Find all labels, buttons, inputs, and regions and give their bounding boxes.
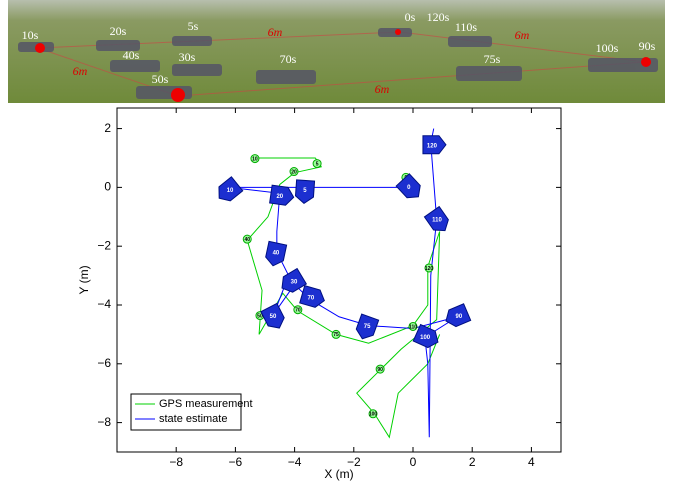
photo-label: 6m bbox=[515, 28, 530, 42]
photo-label: 6m bbox=[375, 82, 390, 96]
x-tick-label: 2 bbox=[469, 455, 476, 469]
gps-label: 20 bbox=[291, 169, 297, 175]
gps-label: 10 bbox=[252, 156, 258, 162]
pose-label: 120 bbox=[427, 143, 438, 149]
pose-label: 90 bbox=[456, 314, 463, 320]
photo-label: 5s bbox=[188, 19, 199, 33]
photo: 10s 20s 5s 6m 0s 120s 110s 6m 40s 30s 70s 75s 100s 90… bbox=[8, 0, 665, 103]
pose-label: 75 bbox=[364, 324, 371, 330]
pose-label: 20 bbox=[276, 194, 283, 200]
x-tick-label: 4 bbox=[528, 455, 535, 469]
gps-label: 70 bbox=[295, 308, 301, 314]
gps-label: 120 bbox=[425, 266, 434, 272]
pose-label: 30 bbox=[291, 279, 298, 285]
photo-label: 6m bbox=[73, 64, 88, 78]
gps-label: 110 bbox=[409, 324, 417, 330]
gps-label: 5 bbox=[316, 161, 319, 167]
pose-label: 70 bbox=[308, 295, 315, 301]
photo-label: 20s bbox=[110, 24, 127, 38]
photo-label: 40s bbox=[123, 48, 140, 62]
photo-label: 6m bbox=[268, 25, 283, 39]
photo-background bbox=[8, 0, 665, 103]
photo-label: 0s bbox=[405, 10, 416, 24]
pose-label: 40 bbox=[273, 251, 280, 257]
gps-label: 90 bbox=[377, 367, 383, 373]
x-tick-label: −4 bbox=[288, 455, 302, 469]
y-tick-label: −2 bbox=[97, 238, 111, 252]
pose-label: 100 bbox=[420, 335, 431, 341]
x-tick-label: 0 bbox=[410, 455, 417, 469]
figure: 10s 20s 5s 6m 0s 120s 110s 6m 40s 30s 70s 75s 100s 90… bbox=[0, 0, 673, 481]
photo-label: 30s bbox=[179, 50, 196, 64]
photo-label: 120s bbox=[427, 10, 450, 24]
photo-label: 110s bbox=[455, 20, 478, 34]
photo-label: 90s bbox=[639, 39, 656, 53]
photo-label: 75s bbox=[484, 52, 501, 66]
y-tick-label: −4 bbox=[97, 297, 111, 311]
x-axis-label: X (m) bbox=[324, 467, 353, 481]
y-tick-label: 0 bbox=[104, 180, 111, 194]
gps-label: 100 bbox=[369, 412, 378, 418]
y-axis-label: Y (m) bbox=[77, 265, 91, 294]
gps-label: 40 bbox=[244, 237, 250, 243]
pose-label: 10 bbox=[227, 188, 234, 194]
x-tick-label: −8 bbox=[169, 455, 183, 469]
legend-label: state estimate bbox=[159, 413, 227, 425]
photo-label: 70s bbox=[280, 52, 297, 66]
gps-label: 75 bbox=[333, 332, 339, 338]
legend-label: GPS measurement bbox=[159, 398, 253, 410]
pose-label: 110 bbox=[432, 218, 442, 224]
photo-label: 50s bbox=[152, 72, 169, 86]
y-tick-label: −6 bbox=[97, 356, 111, 370]
photo-label: 100s bbox=[596, 41, 619, 55]
photo-label: 10s bbox=[22, 28, 39, 42]
pose-label: 50 bbox=[270, 314, 277, 320]
y-tick-label: −8 bbox=[97, 415, 111, 429]
y-tick-label: 2 bbox=[104, 121, 111, 135]
x-tick-label: −6 bbox=[229, 455, 243, 469]
